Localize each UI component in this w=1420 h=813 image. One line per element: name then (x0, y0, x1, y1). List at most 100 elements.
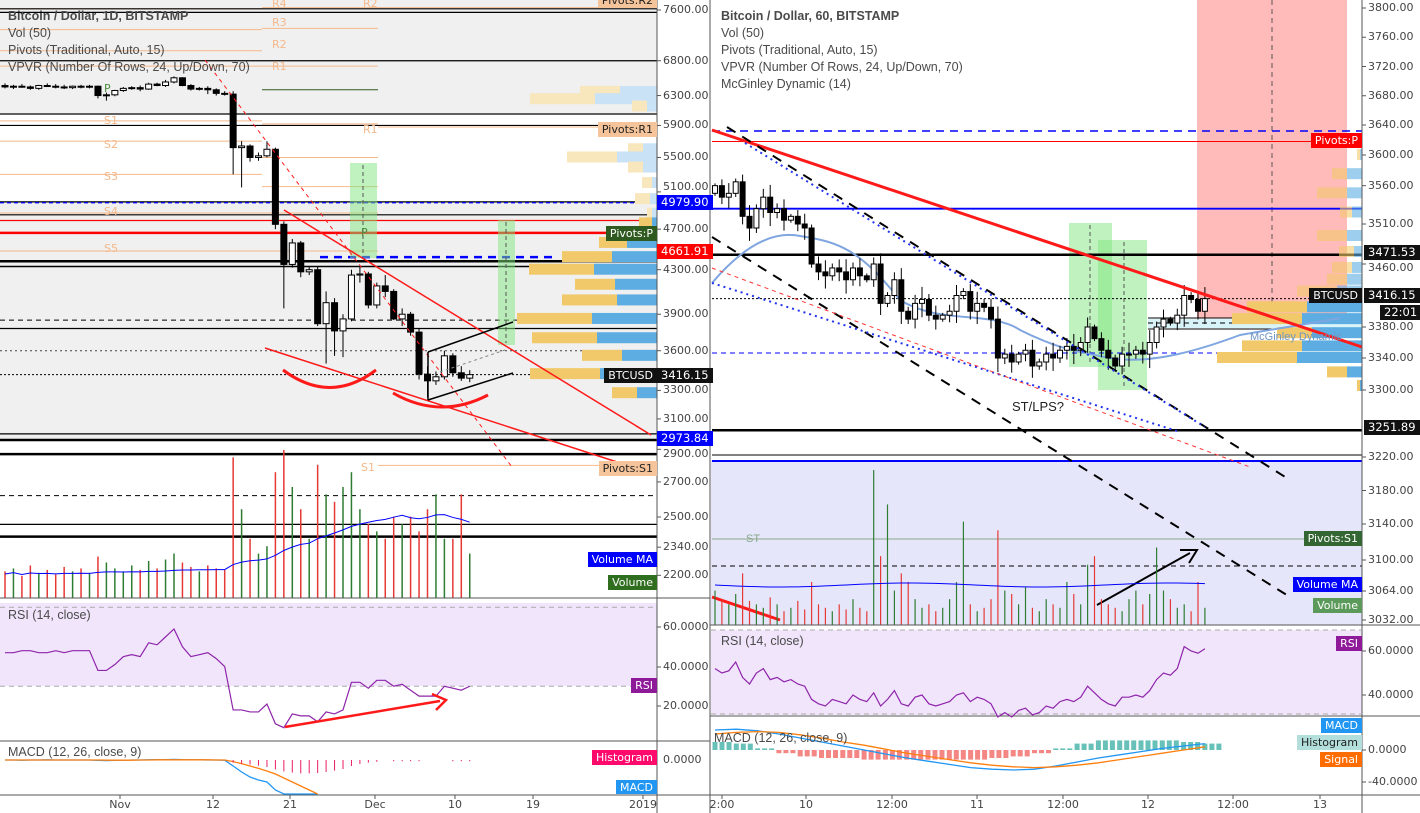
channel-line-red-dotted (711, 267, 1251, 468)
vpvr-up-bar (632, 100, 647, 112)
candle (457, 372, 465, 379)
price-tick-label: 3720.00 (1368, 59, 1414, 73)
pivot-label-s2: S2 (104, 138, 118, 151)
candle (739, 181, 746, 217)
candle (246, 145, 254, 158)
candle (836, 267, 843, 273)
histogram-bar (1046, 750, 1051, 754)
right-legend-mcginley[interactable]: McGinley Dynamic (14) (721, 77, 851, 91)
candle (94, 85, 102, 97)
candle (1091, 326, 1098, 340)
left-rsi-title[interactable]: RSI (14, close) (8, 608, 91, 622)
candle (808, 227, 815, 265)
badge-volume-ma-right[interactable]: Volume MA (1292, 577, 1362, 592)
candle (432, 376, 440, 382)
signal-line (714, 730, 1205, 769)
badge-volume[interactable]: Volume (608, 575, 657, 590)
candle (347, 274, 355, 320)
pivot-label-s1-current: S1 (361, 461, 375, 474)
candle (939, 314, 946, 320)
left-macd-title[interactable]: MACD (12, 26, close, 9) (8, 745, 142, 759)
histogram-bar (1117, 740, 1123, 750)
price-tick-label: 3800.00 (1368, 1, 1414, 14)
price-tick-label: 3100.00 (1368, 553, 1414, 566)
trendline-volume (711, 595, 781, 622)
histogram-bar (1102, 740, 1108, 750)
candle (52, 85, 60, 88)
badge-rsi[interactable]: RSI (631, 678, 657, 693)
vpvr-down-bar (1347, 273, 1362, 285)
candle (271, 148, 279, 225)
price-tick-label: 3600.00 (663, 343, 709, 357)
candle (1139, 349, 1146, 355)
right-rsi-title[interactable]: RSI (14, close) (721, 634, 804, 648)
candle (767, 196, 774, 214)
vpvr-down-bar (1347, 168, 1362, 180)
wedge-line (427, 321, 514, 353)
rsi-tick-label: 40.0000 (663, 660, 709, 673)
right-legend-pivots[interactable]: Pivots (Traditional, Auto, 15) (721, 43, 878, 57)
right-legend-vol[interactable]: Vol (50) (721, 26, 765, 40)
candle (280, 223, 288, 265)
left-legend-vpvr[interactable]: VPVR (Number Of Rows, 24, Up/Down, 70) (8, 60, 250, 74)
price-tick-label: 5900.00 (663, 118, 709, 132)
candle (932, 314, 939, 320)
right-legend-vpvr[interactable]: VPVR (Number Of Rows, 24, Up/Down, 70) (721, 60, 963, 74)
vpvr-up-bar (635, 193, 650, 205)
histogram-bar (712, 742, 718, 750)
candle (815, 263, 822, 273)
signal-line (5, 759, 318, 795)
date-tick-label: 12:00 (876, 798, 908, 811)
badge-pivots-r2: Pivots:R2 (597, 0, 657, 8)
candle (178, 77, 186, 87)
histogram-bar (932, 750, 938, 760)
badge-volume-right[interactable]: Volume (1313, 598, 1362, 613)
candle (1098, 338, 1105, 351)
vpvr-down-bar (1360, 149, 1362, 160)
candle (407, 313, 415, 333)
left-legend-vol[interactable]: Vol (50) (8, 26, 52, 40)
price-tick-label: 3560.00 (1368, 178, 1414, 192)
vpvr-up-bar (532, 332, 597, 344)
right-volume-band (711, 460, 1362, 625)
histogram-bar (1024, 750, 1030, 757)
vpvr-up-bar (642, 177, 652, 189)
badge-pivots-s1: Pivots:S1 (598, 461, 657, 476)
candle (760, 196, 767, 210)
histogram-bar (804, 750, 810, 757)
right-macd-title[interactable]: MACD (12, 26, close, 9) (714, 731, 848, 745)
candle (1195, 298, 1201, 312)
histogram-bar (1138, 740, 1144, 750)
pivot-label-p: P (104, 82, 111, 95)
badge-histogram[interactable]: Histogram (591, 750, 657, 765)
vpvr-down-bar (594, 263, 657, 275)
arrow-head (1180, 549, 1199, 564)
candle (1015, 353, 1022, 363)
histogram-bar (975, 750, 981, 760)
date-tick-label: 11 (970, 798, 984, 811)
vpvr-down-bar (1297, 352, 1362, 363)
histogram-bar (1145, 740, 1151, 750)
badge-volume-ma[interactable]: Volume MA (587, 552, 657, 567)
price-tick-label: 2500.00 (663, 510, 709, 523)
badge-signal-right[interactable]: Signal (1320, 752, 1362, 767)
left-legend-pivots[interactable]: Pivots (Traditional, Auto, 15) (8, 43, 165, 57)
badge-histogram-right[interactable]: Histogram (1296, 735, 1362, 750)
badge-rsi-right[interactable]: RSI (1336, 636, 1362, 651)
channel-line-dotted (711, 282, 1181, 433)
badge-pivots-s1-right: Pivots:S1 (1303, 531, 1362, 546)
right-symbol-title: Bitcoin / Dollar, 60, BITSTAMP (721, 9, 900, 23)
date-tick-label: 12:00 (1217, 798, 1249, 811)
candle (822, 271, 829, 277)
badge-macd[interactable]: MACD (616, 780, 657, 794)
candle (128, 87, 136, 90)
date-tick-label: 12 (1141, 798, 1155, 811)
badge-macd-right[interactable]: MACD (1321, 718, 1362, 733)
rsi-divergence-arrow (284, 699, 441, 729)
histogram-bar (833, 750, 838, 758)
candle (905, 310, 912, 320)
vpvr-down-bar (1347, 230, 1362, 241)
vpvr-up-bar (1327, 366, 1347, 378)
histogram-bar (1095, 740, 1101, 750)
